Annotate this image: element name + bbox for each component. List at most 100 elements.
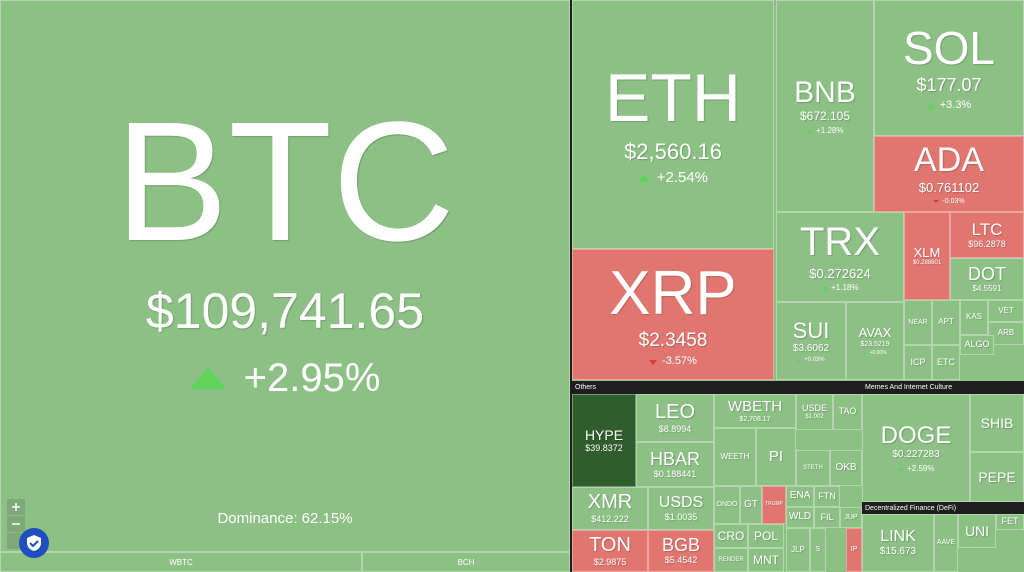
tile[interactable]: SHIB <box>970 394 1024 452</box>
tile[interactable]: WLD <box>786 507 814 528</box>
symbol: HBAR <box>649 448 700 469</box>
change-row: +3.3% <box>926 100 971 112</box>
tile[interactable]: TON $2.9875 <box>572 530 648 572</box>
tile[interactable]: XLM $0.288801 <box>904 212 950 300</box>
tile[interactable]: STETH <box>796 450 830 486</box>
change: +2.95% <box>243 356 381 401</box>
tile[interactable]: LTC $96.2878 <box>950 212 1024 258</box>
change-row: -0.03% <box>933 198 965 205</box>
tile[interactable]: KAS <box>960 300 988 335</box>
symbol: DOT <box>968 263 1006 284</box>
tile[interactable]: RENDER <box>714 548 748 572</box>
tile[interactable]: HBAR $0.188441 <box>636 442 714 487</box>
tile[interactable]: JUP <box>840 507 862 528</box>
tile[interactable]: DOGE $0.227283 +2.59% <box>862 394 970 502</box>
section-header: Others <box>572 381 862 394</box>
tile[interactable]: PEPE <box>970 452 1024 502</box>
change-row: +0.00% <box>863 350 887 356</box>
tile[interactable]: AVAX $23.5219 +0.00% <box>846 302 904 380</box>
symbol: WBETH <box>727 397 783 415</box>
tile[interactable]: OKB <box>830 450 862 486</box>
price: $5.4542 <box>664 555 698 566</box>
tile[interactable]: BNB $672.105 +1.28% <box>776 0 874 212</box>
tile[interactable]: MNT <box>748 548 784 572</box>
arrow <box>821 286 828 291</box>
tile[interactable]: HYPE $39.8372 <box>572 394 636 487</box>
symbol: UNI <box>964 522 990 539</box>
symbol: ADA <box>914 140 984 179</box>
tile[interactable]: JLP <box>786 528 810 572</box>
tile[interactable]: WBTC <box>0 552 362 572</box>
tile[interactable]: TRX $0.272624 +1.18% <box>776 212 904 302</box>
tile[interactable]: AAVE <box>934 514 958 572</box>
change: +1.18% <box>831 283 859 293</box>
tile[interactable]: LINK $15.673 <box>862 514 934 572</box>
tile[interactable]: FET <box>996 514 1024 530</box>
arrow <box>863 352 868 355</box>
symbol: ARB <box>997 328 1015 338</box>
tile[interactable]: PI <box>756 428 796 486</box>
price: $672.105 <box>799 109 851 124</box>
symbol: PEPE <box>978 468 1016 485</box>
symbol: OKB <box>835 461 857 473</box>
tile[interactable]: ETH $2,560.16 +2.54% <box>572 0 774 249</box>
tile[interactable]: ONDO <box>714 486 740 524</box>
price: $8.8994 <box>658 423 692 434</box>
symbol: ETH <box>605 59 741 136</box>
tile[interactable]: FTN <box>814 486 840 507</box>
symbol: POL <box>753 528 778 543</box>
tile[interactable]: ALGO <box>960 335 994 355</box>
tile[interactable]: SUI $3.6062 +0.03% <box>776 302 846 380</box>
tile[interactable]: BGB $5.4542 <box>648 530 714 572</box>
tile[interactable]: ICP <box>904 345 932 380</box>
tile[interactable]: ADA $0.761102 -0.03% <box>874 136 1024 212</box>
price: $23.5219 <box>860 340 890 348</box>
tile[interactable]: WEETH <box>714 428 756 486</box>
tile[interactable]: TRUMP <box>762 486 786 524</box>
tile[interactable]: USDE $1.002 <box>796 394 833 430</box>
tile[interactable]: VET <box>988 300 1024 322</box>
symbol: TON <box>589 533 631 556</box>
arrow <box>189 367 226 389</box>
change-row: +1.28% <box>806 126 843 135</box>
arrow <box>933 200 940 204</box>
price: $96.2878 <box>968 238 1006 249</box>
price: $2.9875 <box>593 556 627 567</box>
tile[interactable]: CRO <box>714 524 748 548</box>
symbol: SHIB <box>980 414 1014 431</box>
tile[interactable]: UNI <box>958 514 996 548</box>
tile[interactable]: IP <box>846 528 862 572</box>
symbol: TRUMP <box>765 501 783 508</box>
tile[interactable]: BCH <box>362 552 570 572</box>
price: $0.761102 <box>918 179 980 195</box>
tile[interactable]: POL <box>748 524 784 548</box>
tile[interactable]: XRP $2.3458 -3.57% <box>572 249 774 380</box>
arrow <box>806 129 813 134</box>
symbol: AAVE <box>936 539 956 547</box>
symbol: MNT <box>753 552 779 567</box>
tile[interactable]: ENA <box>786 486 814 507</box>
tile[interactable]: LEO $8.8994 <box>636 394 714 442</box>
symbol: ICP <box>910 356 926 367</box>
tile[interactable]: ETC <box>932 345 960 380</box>
tile[interactable]: SOL $177.07 +3.3% <box>874 0 1024 136</box>
price: $177.07 <box>916 75 982 96</box>
change-row: +1.18% <box>821 283 859 293</box>
price: $1.0035 <box>664 511 698 522</box>
tile[interactable]: XMR $412.222 <box>572 487 648 530</box>
tile[interactable]: S <box>810 528 826 572</box>
tile[interactable]: GT <box>740 486 762 524</box>
arrow <box>797 358 802 362</box>
symbol: RENDER <box>718 556 744 563</box>
tile[interactable]: NEAR <box>904 300 932 345</box>
tile[interactable]: WBETH $2,708.17 <box>714 394 796 428</box>
tile[interactable]: USDS $1.0035 <box>648 487 714 530</box>
tile[interactable]: BTC $109,741.65 +2.95% <box>0 0 570 552</box>
symbol: ETC <box>937 356 955 367</box>
tile[interactable]: TAO <box>833 394 862 430</box>
tile[interactable]: FIL <box>814 507 840 528</box>
symbol: VET <box>998 305 1014 315</box>
symbol: GT <box>744 498 758 510</box>
tile[interactable]: DOT $4.5591 <box>950 258 1024 300</box>
tile[interactable]: APT <box>932 300 960 345</box>
